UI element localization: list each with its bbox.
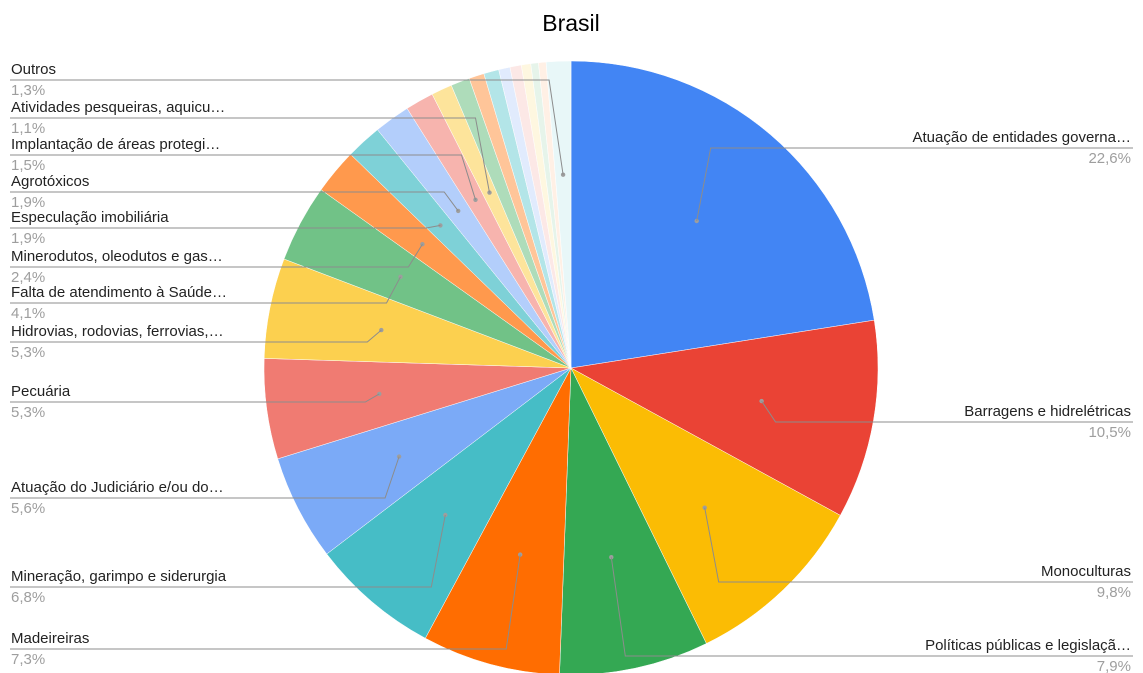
slice-label: Hidrovias, rodovias, ferrovias,… <box>11 323 224 340</box>
pie-slices <box>263 60 879 673</box>
leader-line <box>696 147 1133 222</box>
leader-line <box>10 243 423 268</box>
slice-percent: 5,6% <box>11 500 45 517</box>
slice-percent: 10,5% <box>1088 424 1131 441</box>
slice-percent: 9,8% <box>1097 584 1131 601</box>
slice-percent: 4,1% <box>11 305 45 322</box>
slice-percent: 2,4% <box>11 269 45 286</box>
leader-line <box>10 456 400 499</box>
leader-line <box>10 224 441 229</box>
slice-percent: 7,9% <box>1097 658 1131 673</box>
pie-slice <box>559 367 707 673</box>
slice-label: Especulação imobiliária <box>11 209 169 226</box>
leader-line <box>761 400 1133 423</box>
slice-label: Mineração, garimpo e siderurgia <box>11 568 227 585</box>
slice-label: Atividades pesqueiras, aquicu… <box>11 99 225 116</box>
slice-percent: 5,3% <box>11 344 45 361</box>
leader-line <box>610 557 1133 657</box>
leader-line <box>10 117 490 193</box>
pie-labels: Atuação de entidades governa… 22,6% Barrag… <box>10 61 1133 673</box>
pie-slice <box>326 367 572 639</box>
slice-percent: 5,3% <box>11 404 45 421</box>
leader-line <box>10 79 564 175</box>
slice-label: Barragens e hidrelétricas <box>964 403 1131 420</box>
slice-percent: 1,9% <box>11 230 45 247</box>
pie-slice <box>570 319 879 516</box>
leader-anchor <box>377 391 382 397</box>
slice-percent: 1,1% <box>11 120 45 137</box>
leader-line <box>10 554 521 650</box>
slice-label: Pecuária <box>11 383 71 400</box>
slice-percent: 6,8% <box>11 589 45 606</box>
slice-percent: 7,3% <box>11 651 45 668</box>
chart-title: Brasil <box>542 10 600 36</box>
slice-label: Falta de atendimento à Saúde… <box>11 284 227 301</box>
slice-percent: 22,6% <box>1088 150 1131 167</box>
pie-slice <box>424 367 572 673</box>
leader-anchor <box>396 454 402 459</box>
slice-label: Agrotóxicos <box>11 173 89 190</box>
slice-label: Madeireiras <box>11 630 89 647</box>
slice-label: Atuação de entidades governa… <box>913 129 1132 146</box>
leader-line <box>10 393 380 403</box>
slice-label: Outros <box>11 61 56 78</box>
slice-label: Atuação do Judiciário e/ou do… <box>11 479 224 496</box>
slice-percent: 1,5% <box>11 157 45 174</box>
leader-line <box>10 514 446 588</box>
slice-label: Minerodutos, oleodutos e gas… <box>11 248 223 265</box>
pie-slice <box>570 60 875 369</box>
leader-line <box>10 154 476 200</box>
leader-line <box>704 507 1133 583</box>
slice-label: Monoculturas <box>1041 563 1131 580</box>
leader-line <box>10 276 401 304</box>
leader-line <box>10 191 459 212</box>
slice-percent: 1,3% <box>11 82 45 99</box>
slice-label: Implantação de áreas protegi… <box>11 136 220 153</box>
leader-line <box>10 329 382 343</box>
slice-percent: 1,9% <box>11 194 45 211</box>
slice-label: Políticas públicas e legislaçã… <box>925 637 1131 654</box>
pie-slice <box>545 60 572 369</box>
